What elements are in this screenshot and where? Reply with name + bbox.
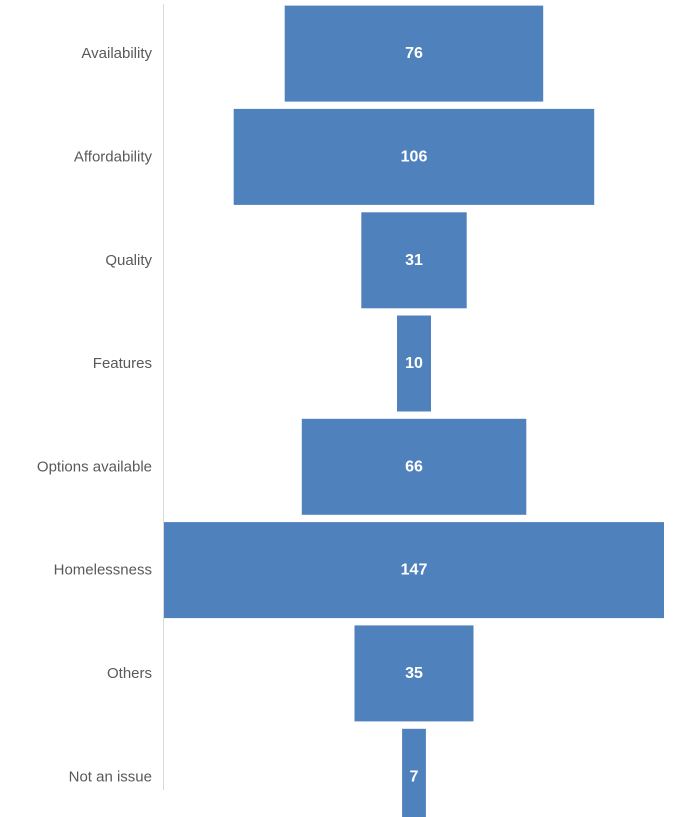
data-label-availability: 76 [405, 45, 423, 62]
data-labels: 76 106 31 10 66 147 35 7 [401, 45, 428, 785]
bar-others [354, 625, 474, 722]
data-label-not-an-issue: 7 [410, 768, 419, 785]
category-label-affordability: Affordability [74, 148, 153, 165]
bar-affordability [233, 108, 595, 205]
bar-options-available [301, 418, 527, 515]
bar-features [397, 315, 431, 412]
data-label-options-available: 66 [405, 458, 423, 475]
data-label-quality: 31 [405, 252, 423, 269]
category-label-features: Features [93, 355, 152, 372]
category-label-not-an-issue: Not an issue [69, 768, 152, 785]
category-labels: Availability Affordability Quality Features… [37, 45, 153, 785]
data-label-others: 35 [405, 665, 423, 682]
bar-availability [284, 5, 544, 102]
data-label-homelessness: 147 [401, 562, 428, 579]
category-label-others: Others [107, 665, 152, 682]
category-label-options-available: Options available [37, 458, 152, 475]
data-label-affordability: 106 [401, 148, 428, 165]
bar-homelessness [164, 522, 664, 619]
category-label-availability: Availability [81, 45, 152, 62]
bar-not-an-issue [402, 728, 426, 817]
category-label-homelessness: Homelessness [54, 562, 152, 579]
bar-quality [361, 212, 467, 309]
data-label-features: 10 [405, 355, 423, 372]
category-label-quality: Quality [105, 252, 152, 269]
bars-layer [164, 5, 664, 817]
